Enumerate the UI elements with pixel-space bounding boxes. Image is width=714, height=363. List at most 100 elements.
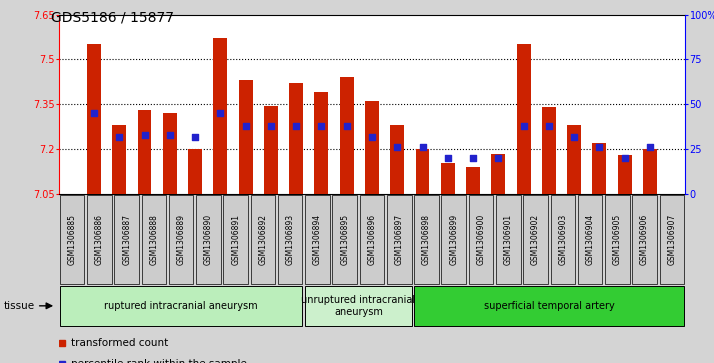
FancyBboxPatch shape (251, 195, 275, 284)
FancyBboxPatch shape (414, 286, 684, 326)
FancyBboxPatch shape (141, 195, 166, 284)
Point (568, 134, 580, 140)
Text: GSM1306891: GSM1306891 (231, 214, 240, 265)
FancyBboxPatch shape (469, 195, 493, 284)
Bar (416, 149, 430, 194)
Point (594, 144, 605, 150)
FancyBboxPatch shape (114, 195, 139, 284)
Bar (491, 154, 506, 194)
FancyBboxPatch shape (278, 195, 303, 284)
FancyBboxPatch shape (60, 195, 84, 284)
Bar (87, 45, 101, 194)
Text: GSM1306895: GSM1306895 (341, 214, 349, 265)
Bar (567, 125, 581, 194)
FancyBboxPatch shape (387, 195, 411, 284)
Text: transformed count: transformed count (71, 338, 169, 347)
Point (164, 132, 176, 138)
Bar (163, 113, 177, 194)
FancyBboxPatch shape (305, 195, 330, 284)
Text: superficial temporal artery: superficial temporal artery (484, 301, 615, 311)
FancyBboxPatch shape (223, 195, 248, 284)
Text: GSM1306897: GSM1306897 (395, 214, 403, 265)
FancyBboxPatch shape (441, 195, 466, 284)
Text: GSM1306896: GSM1306896 (368, 214, 376, 265)
Bar (314, 93, 328, 194)
Point (644, 144, 655, 150)
Point (139, 132, 150, 138)
Bar (542, 107, 556, 194)
Text: GSM1306901: GSM1306901 (504, 214, 513, 265)
Text: GSM1306886: GSM1306886 (95, 214, 104, 265)
Point (265, 123, 276, 129)
FancyBboxPatch shape (550, 195, 575, 284)
FancyBboxPatch shape (578, 195, 603, 284)
Point (619, 155, 630, 161)
Point (341, 123, 353, 129)
Bar (238, 81, 253, 194)
Text: GSM1306890: GSM1306890 (204, 214, 213, 265)
Bar (289, 83, 303, 194)
Point (518, 123, 529, 129)
FancyBboxPatch shape (169, 195, 193, 284)
FancyBboxPatch shape (633, 195, 657, 284)
Point (543, 123, 555, 129)
Text: tissue: tissue (4, 301, 35, 311)
Point (114, 134, 125, 140)
Text: GSM1306903: GSM1306903 (558, 214, 568, 265)
Text: GSM1306894: GSM1306894 (313, 214, 322, 265)
FancyBboxPatch shape (333, 195, 357, 284)
Text: GSM1306887: GSM1306887 (122, 214, 131, 265)
Text: unruptured intracranial
aneurysm: unruptured intracranial aneurysm (301, 295, 416, 317)
FancyBboxPatch shape (87, 195, 111, 284)
Point (240, 123, 251, 129)
Bar (340, 77, 353, 194)
Text: GSM1306885: GSM1306885 (68, 214, 76, 265)
Bar (593, 143, 606, 194)
FancyBboxPatch shape (60, 286, 303, 326)
Bar (264, 106, 278, 194)
FancyBboxPatch shape (605, 195, 630, 284)
FancyBboxPatch shape (496, 195, 521, 284)
FancyBboxPatch shape (523, 195, 548, 284)
Bar (138, 110, 151, 194)
Point (417, 144, 428, 150)
Bar (188, 149, 202, 194)
FancyBboxPatch shape (305, 286, 411, 326)
Point (493, 155, 504, 161)
Point (215, 110, 226, 116)
Text: GSM1306900: GSM1306900 (476, 214, 486, 265)
Bar (391, 125, 404, 194)
Text: GSM1306905: GSM1306905 (613, 214, 622, 265)
Text: GSM1306898: GSM1306898 (422, 214, 431, 265)
Bar (365, 101, 379, 194)
FancyBboxPatch shape (414, 195, 439, 284)
Text: GSM1306902: GSM1306902 (531, 214, 540, 265)
FancyBboxPatch shape (196, 195, 221, 284)
Text: GSM1306889: GSM1306889 (176, 214, 186, 265)
Text: GDS5186 / 15877: GDS5186 / 15877 (51, 11, 174, 25)
Text: GSM1306907: GSM1306907 (668, 214, 676, 265)
Text: ruptured intracranial aneurysm: ruptured intracranial aneurysm (104, 301, 258, 311)
Point (468, 155, 479, 161)
Text: GSM1306893: GSM1306893 (286, 214, 295, 265)
Bar (517, 45, 531, 194)
Bar (466, 167, 480, 194)
Point (89, 110, 100, 116)
Text: GSM1306888: GSM1306888 (149, 214, 159, 265)
Text: GSM1306892: GSM1306892 (258, 214, 268, 265)
Point (442, 155, 453, 161)
FancyBboxPatch shape (360, 195, 384, 284)
Bar (643, 149, 657, 194)
Point (316, 123, 327, 129)
Text: GSM1306899: GSM1306899 (449, 214, 458, 265)
Point (189, 134, 201, 140)
Point (291, 123, 302, 129)
Bar (213, 38, 227, 194)
Text: GSM1306906: GSM1306906 (640, 214, 649, 265)
FancyBboxPatch shape (660, 195, 684, 284)
Bar (618, 155, 632, 194)
Point (391, 144, 403, 150)
Bar (441, 163, 455, 194)
Point (366, 134, 378, 140)
Text: percentile rank within the sample: percentile rank within the sample (71, 359, 247, 363)
